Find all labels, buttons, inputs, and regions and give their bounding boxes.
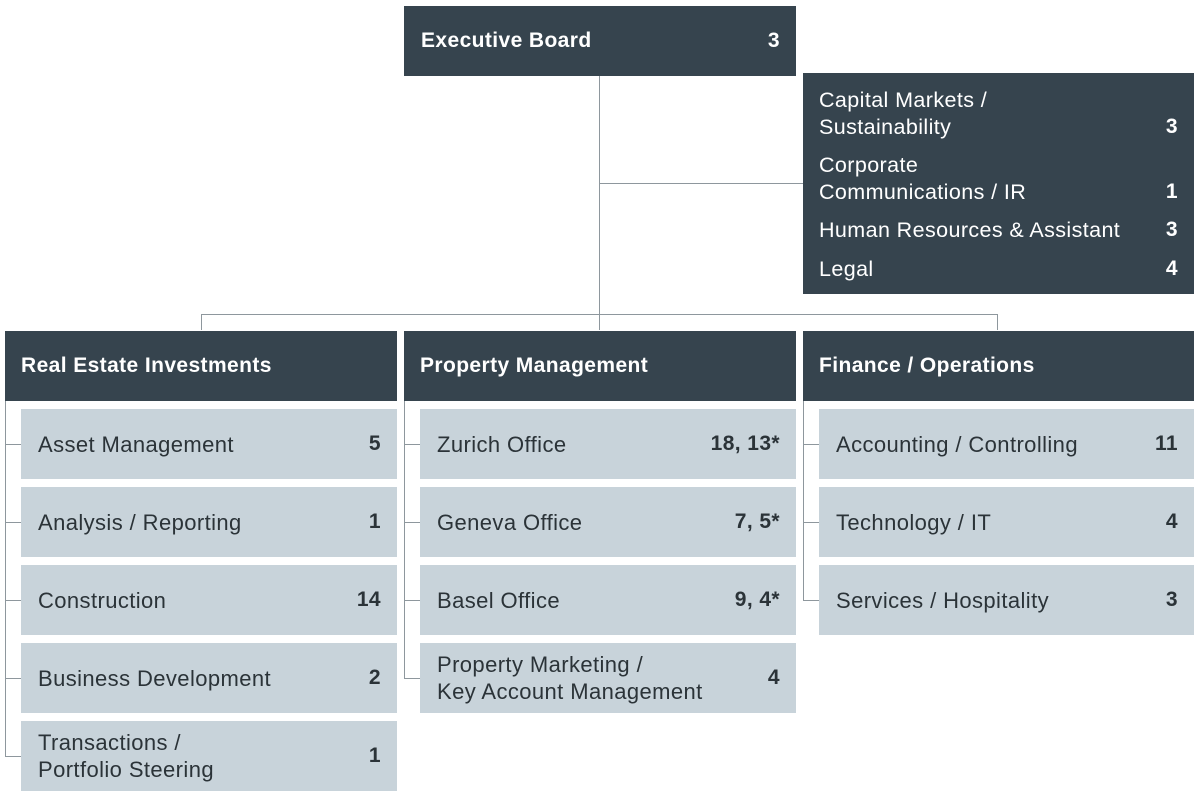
unit-label: Analysis / Reporting (38, 509, 242, 535)
unit-label: Geneva Office (437, 509, 583, 535)
unit-label: Transactions / Portfolio Steering (38, 730, 214, 782)
unit-count: 1 (368, 510, 381, 533)
staff-item: Capital Markets / Sustainability 3 (819, 85, 1178, 141)
unit-label: Technology / IT (836, 509, 992, 535)
staff-item-label: Capital Markets / Sustainability (819, 88, 988, 139)
unit-box: Geneva Office 7, 5* (420, 487, 796, 557)
unit-count: 9, 4* (734, 588, 780, 611)
executive-board-count: 3 (767, 29, 780, 52)
branch-tick (803, 600, 819, 601)
unit-count: 14 (356, 588, 381, 611)
branch-line-dept-1 (5, 401, 6, 756)
branch-tick (404, 444, 420, 445)
unit-count: 5 (368, 432, 381, 455)
branch-tick (5, 600, 21, 601)
unit-label: Asset Management (38, 431, 234, 457)
unit-count: 18, 13* (710, 432, 780, 455)
branch-tick (5, 444, 21, 445)
department-header: Real Estate Investments (5, 331, 397, 401)
branch-line-dept-3 (803, 401, 804, 600)
unit-box: Zurich Office 18, 13* (420, 409, 796, 479)
unit-label: Business Development (38, 665, 272, 691)
unit-label: Property Marketing / Key Account Managem… (437, 652, 703, 704)
connector-departments-horizontal (201, 314, 998, 315)
department-header: Property Management (404, 331, 796, 401)
unit-box: Analysis / Reporting 1 (21, 487, 397, 557)
unit-box: Services / Hospitality 3 (819, 565, 1194, 635)
branch-tick (404, 678, 420, 679)
staff-item-label: Legal (819, 257, 874, 281)
connector-staff (599, 183, 803, 184)
unit-label: Services / Hospitality (836, 587, 1049, 613)
connector-dept-1 (201, 314, 202, 330)
unit-box: Transactions / Portfolio Steering 1 (21, 721, 397, 791)
staff-item: Legal 4 (819, 254, 1178, 283)
unit-box: Property Marketing / Key Account Managem… (420, 643, 796, 713)
unit-box: Asset Management 5 (21, 409, 397, 479)
unit-label: Zurich Office (437, 431, 567, 457)
branch-tick (5, 522, 21, 523)
connector-exec-down (599, 76, 600, 330)
branch-line-dept-2 (404, 401, 405, 678)
staff-item: Corporate Communications / IR 1 (819, 150, 1178, 206)
branch-tick (404, 522, 420, 523)
unit-count: 4 (1165, 510, 1178, 533)
unit-label: Construction (38, 587, 167, 613)
unit-box: Construction 14 (21, 565, 397, 635)
unit-box: Basel Office 9, 4* (420, 565, 796, 635)
staff-item-count: 1 (1165, 180, 1178, 203)
staff-item-count: 4 (1165, 257, 1178, 280)
unit-box: Business Development 2 (21, 643, 397, 713)
department-title: Property Management (420, 354, 649, 377)
department-title: Real Estate Investments (21, 354, 272, 377)
unit-count: 3 (1165, 588, 1178, 611)
staff-item-count: 3 (1165, 115, 1178, 138)
staff-item: Human Resources & Assistant 3 (819, 215, 1178, 244)
unit-count: 4 (767, 666, 780, 689)
executive-board-box: Executive Board 3 (404, 6, 796, 76)
department-title: Finance / Operations (819, 354, 1035, 377)
unit-label: Accounting / Controlling (836, 431, 1078, 457)
unit-count: 2 (368, 666, 381, 689)
staff-item-count: 3 (1165, 218, 1178, 241)
connector-dept-3 (997, 314, 998, 330)
unit-count: 7, 5* (734, 510, 780, 533)
department-header: Finance / Operations (803, 331, 1194, 401)
branch-tick (5, 678, 21, 679)
staff-item-label: Corporate Communications / IR (819, 153, 1027, 204)
branch-tick (5, 756, 21, 757)
branch-tick (404, 600, 420, 601)
unit-label: Basel Office (437, 587, 561, 613)
unit-count: 11 (1155, 432, 1178, 455)
staff-item-label: Human Resources & Assistant (819, 218, 1121, 242)
unit-count: 1 (368, 744, 381, 767)
branch-tick (803, 522, 819, 523)
executive-board-title: Executive Board (421, 29, 592, 52)
unit-box: Technology / IT 4 (819, 487, 1194, 557)
branch-tick (803, 444, 819, 445)
unit-box: Accounting / Controlling 11 (819, 409, 1194, 479)
staff-functions-box: Capital Markets / Sustainability 3 Corpo… (803, 73, 1194, 294)
